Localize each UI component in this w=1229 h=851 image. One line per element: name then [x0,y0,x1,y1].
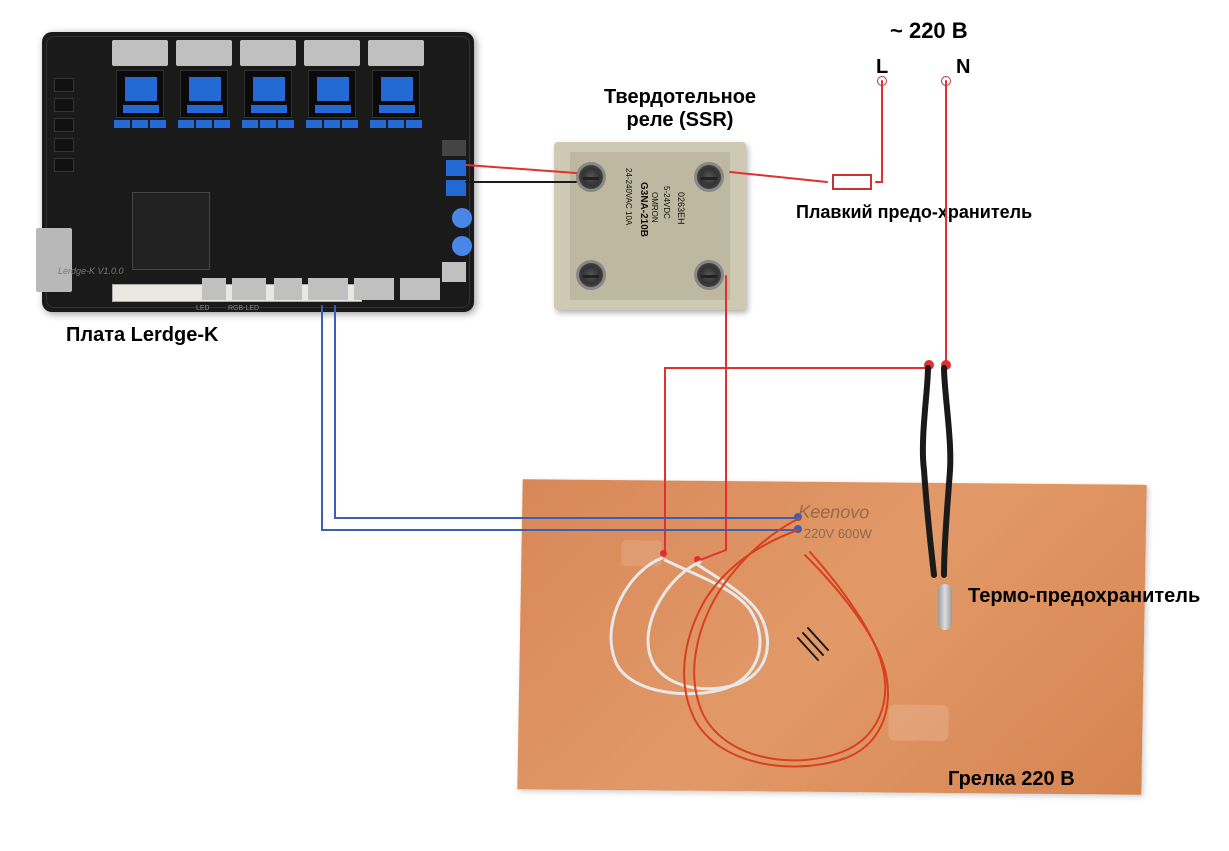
fuse-label-text: Плавкий предо-хранитель [796,202,1032,222]
mains-N-terminal [941,76,951,86]
thermal-fuse-label-text: Термо-предохранитель [968,585,1200,607]
mains-N-label: N [956,56,970,79]
board-pcb-text: Lerdge-K V1.0.0 [58,266,124,276]
ssr-label: Твердотельное реле (SSR) [580,86,780,132]
mains-L-terminal [877,76,887,86]
junction-dot [924,360,934,370]
controller-board: Lerdge-K V1.0.0 LED RGB-LED [42,32,474,312]
ssr-brand-text: OMRON [650,192,659,223]
junction-dot [794,513,802,521]
ssr-id-text: 0263EH [676,192,686,225]
fuse-label: Плавкий предо-хранитель [796,202,1032,224]
port-rgb-label: RGB-LED [228,305,259,312]
heater-wire-anchor [621,540,661,566]
board-label: Плата Lerdge-K [66,324,218,347]
mains-label: ~ 220 В [890,18,968,44]
ssr: 24-240VAC 10A G3NA-210B OMRON 5-24VDC 02… [554,142,746,310]
ssr-input-text: 5-24VDC [662,186,671,219]
thermal-fuse [938,584,952,630]
ssr-model-text: G3NA-210B [638,182,649,237]
heater-brand-text: Keenovo [798,502,869,524]
junction-dot [941,360,951,370]
heater-label: Грелка 220 В [948,768,1075,791]
thermal-fuse-label: Термо-предохранитель [968,584,1200,608]
port-led-label: LED [196,305,210,312]
heater-spec-text: 220V 600W [804,526,872,542]
heater-pad-mount [888,705,949,742]
fuse [832,174,872,190]
junction-dot [660,550,667,557]
heater-pad: Keenovo 220V 600W [517,479,1146,794]
junction-dot [794,525,802,533]
ssr-load-text: 24-240VAC 10A [624,168,633,225]
junction-dot [694,556,701,563]
